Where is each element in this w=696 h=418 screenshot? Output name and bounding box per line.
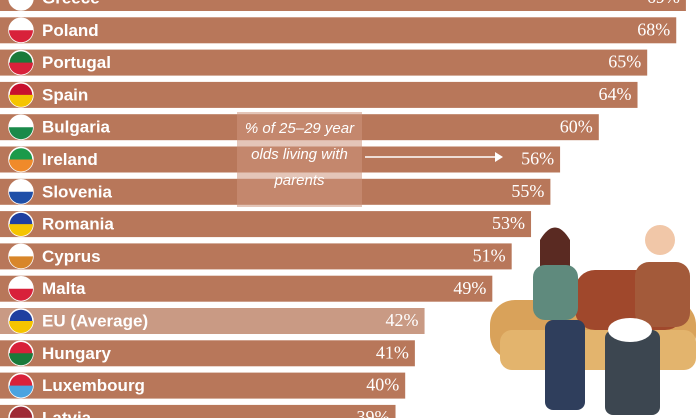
category-label: Portugal [42,53,111,72]
flag-part [9,321,33,333]
value-label: 53% [492,213,525,233]
bar [0,372,406,399]
flag-part [9,385,33,398]
cat [608,318,652,342]
bar [0,308,425,334]
flag-part [9,30,33,43]
category-label: Poland [42,21,99,40]
flag-part [9,191,33,204]
value-label: 64% [599,84,632,104]
category-label: EU (Average) [42,311,148,330]
flag-part [9,159,33,172]
annotation: % of 25–29 year olds living with parents [237,112,362,207]
flag-part [9,353,33,366]
flag-part [9,256,33,269]
bar [0,49,648,76]
woman-body [533,265,578,320]
woman-legs [545,320,585,410]
flag-part [9,224,33,237]
bar [0,17,677,44]
bar [0,404,396,418]
value-label: 40% [366,375,399,395]
man-body [635,262,690,327]
value-label: 55% [511,181,544,201]
value-label: 41% [376,342,409,362]
category-label: Hungary [42,344,112,363]
value-label: 49% [453,278,486,298]
bar [0,81,638,108]
arrow-head [495,152,503,162]
category-label: Ireland [42,150,98,169]
woman-hair [540,227,570,270]
bar [0,211,532,238]
category-label: Slovenia [42,182,112,201]
flag-part [9,0,33,10]
category-label: Luxembourg [42,376,145,395]
man-head [645,225,675,255]
couch-seat [500,330,696,370]
bar [0,0,686,11]
value-label: 39% [357,407,390,418]
value-label: 60% [560,116,593,136]
value-label: 69% [647,0,680,7]
category-label: Bulgaria [42,118,111,137]
bar [0,275,493,302]
flag-part [9,127,33,140]
value-label: 56% [521,149,554,169]
category-label: Cyprus [42,247,101,266]
category-label: Malta [42,279,86,298]
category-label: Greece [42,0,100,7]
category-label: Romania [42,215,114,234]
man-legs [605,330,660,415]
value-label: 42% [386,310,419,330]
category-label: Spain [42,85,88,104]
bar [0,243,512,270]
category-label: Latvia [42,408,92,418]
flag-part [9,62,33,75]
flag-part [9,288,33,301]
bar [0,340,415,367]
value-label: 65% [608,52,641,72]
value-label: 51% [473,246,506,266]
illustration [490,225,696,415]
value-label: 68% [637,19,670,39]
flag-part [9,94,33,107]
